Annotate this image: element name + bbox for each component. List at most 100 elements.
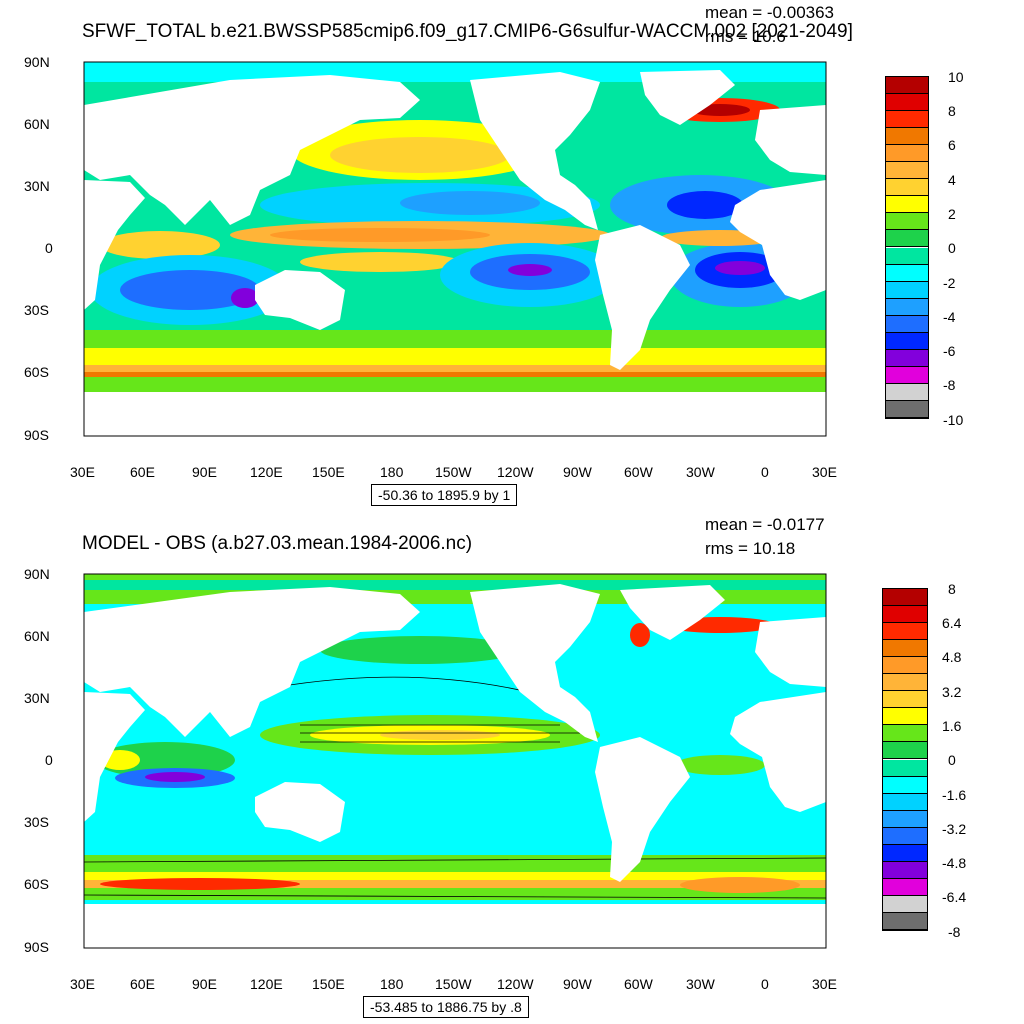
colorbar-swatch: [886, 298, 928, 316]
p1-cb-label-5: 0: [948, 240, 956, 256]
panel2-mean: mean = -0.0177: [705, 515, 825, 534]
p2-lon-30w: 30W: [686, 976, 715, 992]
colorbar-swatch: [886, 196, 928, 214]
colorbar-swatch: [886, 94, 928, 112]
p1-cb-label-2: 6: [948, 137, 956, 153]
colorbar-swatch: [883, 827, 927, 845]
p1-lon-30w: 30W: [686, 464, 715, 480]
colorbar-swatch: [886, 366, 928, 384]
p1-cb-label-8: -6: [943, 343, 956, 359]
p2-cb-label-4: 1.6: [942, 718, 962, 734]
colorbar-swatch: [886, 400, 928, 418]
panel2-frame: [83, 573, 827, 949]
panel2-land: [84, 584, 826, 948]
p2-cb-label-3: 3.2: [942, 684, 962, 700]
p2-lon-90w: 90W: [563, 976, 592, 992]
colorbar-swatch: [886, 281, 928, 299]
p2-cb-label-10: -8: [948, 924, 961, 940]
p1-lon-90w: 90W: [563, 464, 592, 480]
colorbar-swatch: [883, 623, 927, 641]
p1-lat-0: 0: [45, 240, 53, 256]
colorbar-swatch: [883, 776, 927, 794]
p2-lon-30e-end: 30E: [812, 976, 837, 992]
colorbar-swatch: [883, 691, 927, 709]
colorbar-swatch: [883, 674, 927, 692]
colorbar-swatch: [883, 861, 927, 879]
p1-lat-30s: 30S: [24, 302, 49, 318]
panel1-mean: mean = -0.00363: [705, 3, 835, 22]
colorbar-swatch: [886, 247, 928, 265]
p1-lon-60e: 60E: [130, 464, 155, 480]
colorbar-swatch: [883, 657, 927, 675]
colorbar-swatch: [883, 589, 927, 607]
p1-lat-30n: 30N: [24, 178, 50, 194]
p2-lon-150w: 150W: [435, 976, 472, 992]
p1-cb-label-7: -4: [943, 309, 956, 325]
colorbar-swatch: [886, 349, 928, 367]
colorbar-swatch: [883, 793, 927, 811]
panel2-rms: rms = 10.18: [705, 539, 796, 558]
p1-lat-60s: 60S: [24, 364, 49, 380]
p1-lon-150w: 150W: [435, 464, 472, 480]
p1-lon-90e: 90E: [192, 464, 217, 480]
p1-lon-180: 180: [380, 464, 404, 480]
panel2-contour-info: -53.485 to 1886.75 by .8: [363, 996, 529, 1018]
p1-lat-60n: 60N: [24, 116, 50, 132]
p1-lon-60w: 60W: [624, 464, 653, 480]
colorbar-swatch: [886, 111, 928, 129]
colorbar-swatch: [883, 810, 927, 828]
colorbar-swatch: [886, 230, 928, 248]
p2-lon-60e: 60E: [130, 976, 155, 992]
p2-lat-60s: 60S: [24, 876, 49, 892]
colorbar-swatch: [883, 606, 927, 624]
colorbar-swatch: [886, 213, 928, 231]
colorbar-swatch: [886, 145, 928, 163]
p1-cb-label-3: 4: [948, 172, 956, 188]
colorbar-swatch: [883, 912, 927, 930]
panel1-contour-info: -50.36 to 1895.9 by 1: [371, 484, 518, 506]
p2-lon-0: 0: [761, 976, 769, 992]
p1-cb-label-4: 2: [948, 206, 956, 222]
colorbar-swatch: [883, 895, 927, 913]
p1-lon-30e-end: 30E: [812, 464, 837, 480]
panel1-frame: [83, 61, 827, 437]
p2-lat-0: 0: [45, 752, 53, 768]
colorbar-swatch: [886, 179, 928, 197]
p2-cb-label-8: -4.8: [942, 855, 967, 871]
p2-lon-90e: 90E: [192, 976, 217, 992]
colorbar-swatch: [886, 128, 928, 146]
colorbar-swatch: [883, 725, 927, 743]
panel1-land: [84, 70, 826, 436]
p1-lon-120w: 120W: [497, 464, 534, 480]
colorbar-swatch: [886, 383, 928, 401]
p1-lon-30e: 30E: [70, 464, 95, 480]
p2-lon-120e: 120E: [250, 976, 283, 992]
p1-cb-label-0: 10: [948, 69, 964, 85]
colorbar-swatch: [883, 759, 927, 777]
colorbar-swatch: [886, 332, 928, 350]
p2-cb-label-9: -6.4: [942, 889, 967, 905]
colorbar-swatch: [883, 844, 927, 862]
p2-cb-label-1: 6.4: [942, 615, 962, 631]
p1-lon-150e: 150E: [312, 464, 345, 480]
panel1-title: SFWF_TOTAL b.e21.BWSSP585cmip6.f09_g17.C…: [82, 21, 853, 42]
p2-lon-60w: 60W: [624, 976, 653, 992]
p2-cb-label-0: 8: [948, 581, 956, 597]
p2-lat-90n: 90N: [24, 566, 50, 582]
p2-lon-120w: 120W: [497, 976, 534, 992]
colorbar-swatch: [886, 162, 928, 180]
colorbar-swatch: [886, 77, 928, 95]
colorbar-swatch: [886, 264, 928, 282]
p2-lon-30e: 30E: [70, 976, 95, 992]
p1-lat-90n: 90N: [24, 54, 50, 70]
p2-cb-label-2: 4.8: [942, 649, 962, 665]
p2-cb-label-6: -1.6: [942, 787, 967, 803]
p2-cb-label-5: 0: [948, 752, 956, 768]
p1-cb-label-1: 8: [948, 103, 956, 119]
colorbar-swatch: [883, 640, 927, 658]
p1-cb-label-10: -10: [943, 412, 964, 428]
p1-lat-90s: 90S: [24, 427, 49, 443]
colorbar-swatch: [883, 708, 927, 726]
